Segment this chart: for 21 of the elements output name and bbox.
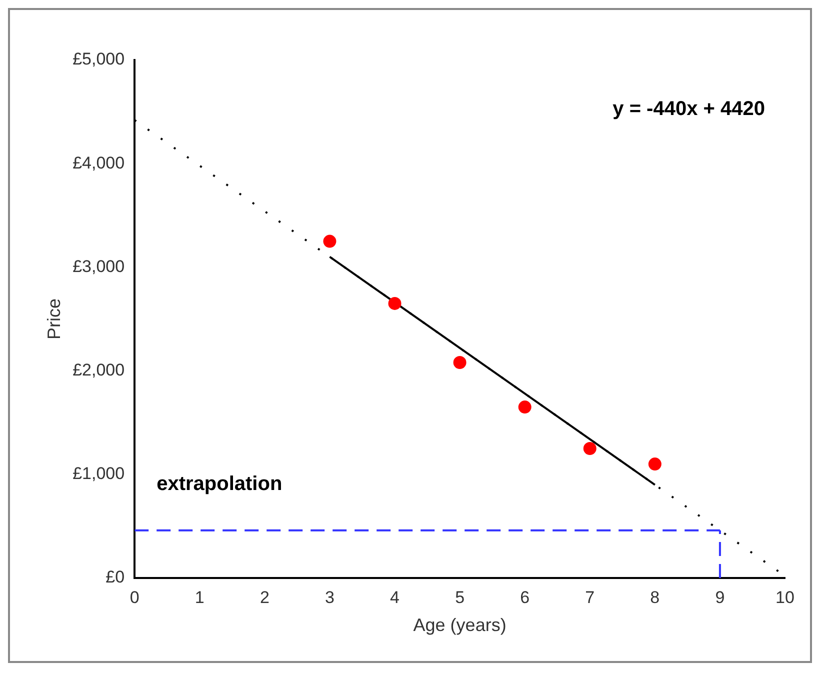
x-tick-label: 5 — [455, 588, 465, 607]
y-axis-title: Price — [44, 298, 64, 340]
x-tick-label: 9 — [715, 588, 725, 607]
x-tick-label: 8 — [650, 588, 660, 607]
x-tick-label: 2 — [260, 588, 270, 607]
annotation: extrapolation — [156, 473, 282, 495]
x-tick-label: 4 — [390, 588, 400, 607]
x-tick-label: 0 — [130, 588, 140, 607]
x-tick-label: 1 — [194, 588, 204, 607]
y-tick-label: £0 — [106, 568, 125, 587]
y-tick-label: £4,000 — [72, 153, 125, 172]
y-tick-label: £3,000 — [72, 256, 125, 276]
annotation: y = -440x + 4420 — [612, 98, 765, 120]
x-axis-title: Age (years) — [413, 615, 506, 636]
x-tick-label: 10 — [776, 588, 794, 607]
x-tick-label: 7 — [585, 588, 595, 607]
x-tick-label: 6 — [520, 588, 530, 607]
x-tick-label: 3 — [324, 588, 334, 607]
y-tick-label: £1,000 — [72, 464, 125, 484]
y-tick-label: £5,000 — [72, 50, 125, 69]
y-tick-label: £2,000 — [72, 360, 125, 380]
